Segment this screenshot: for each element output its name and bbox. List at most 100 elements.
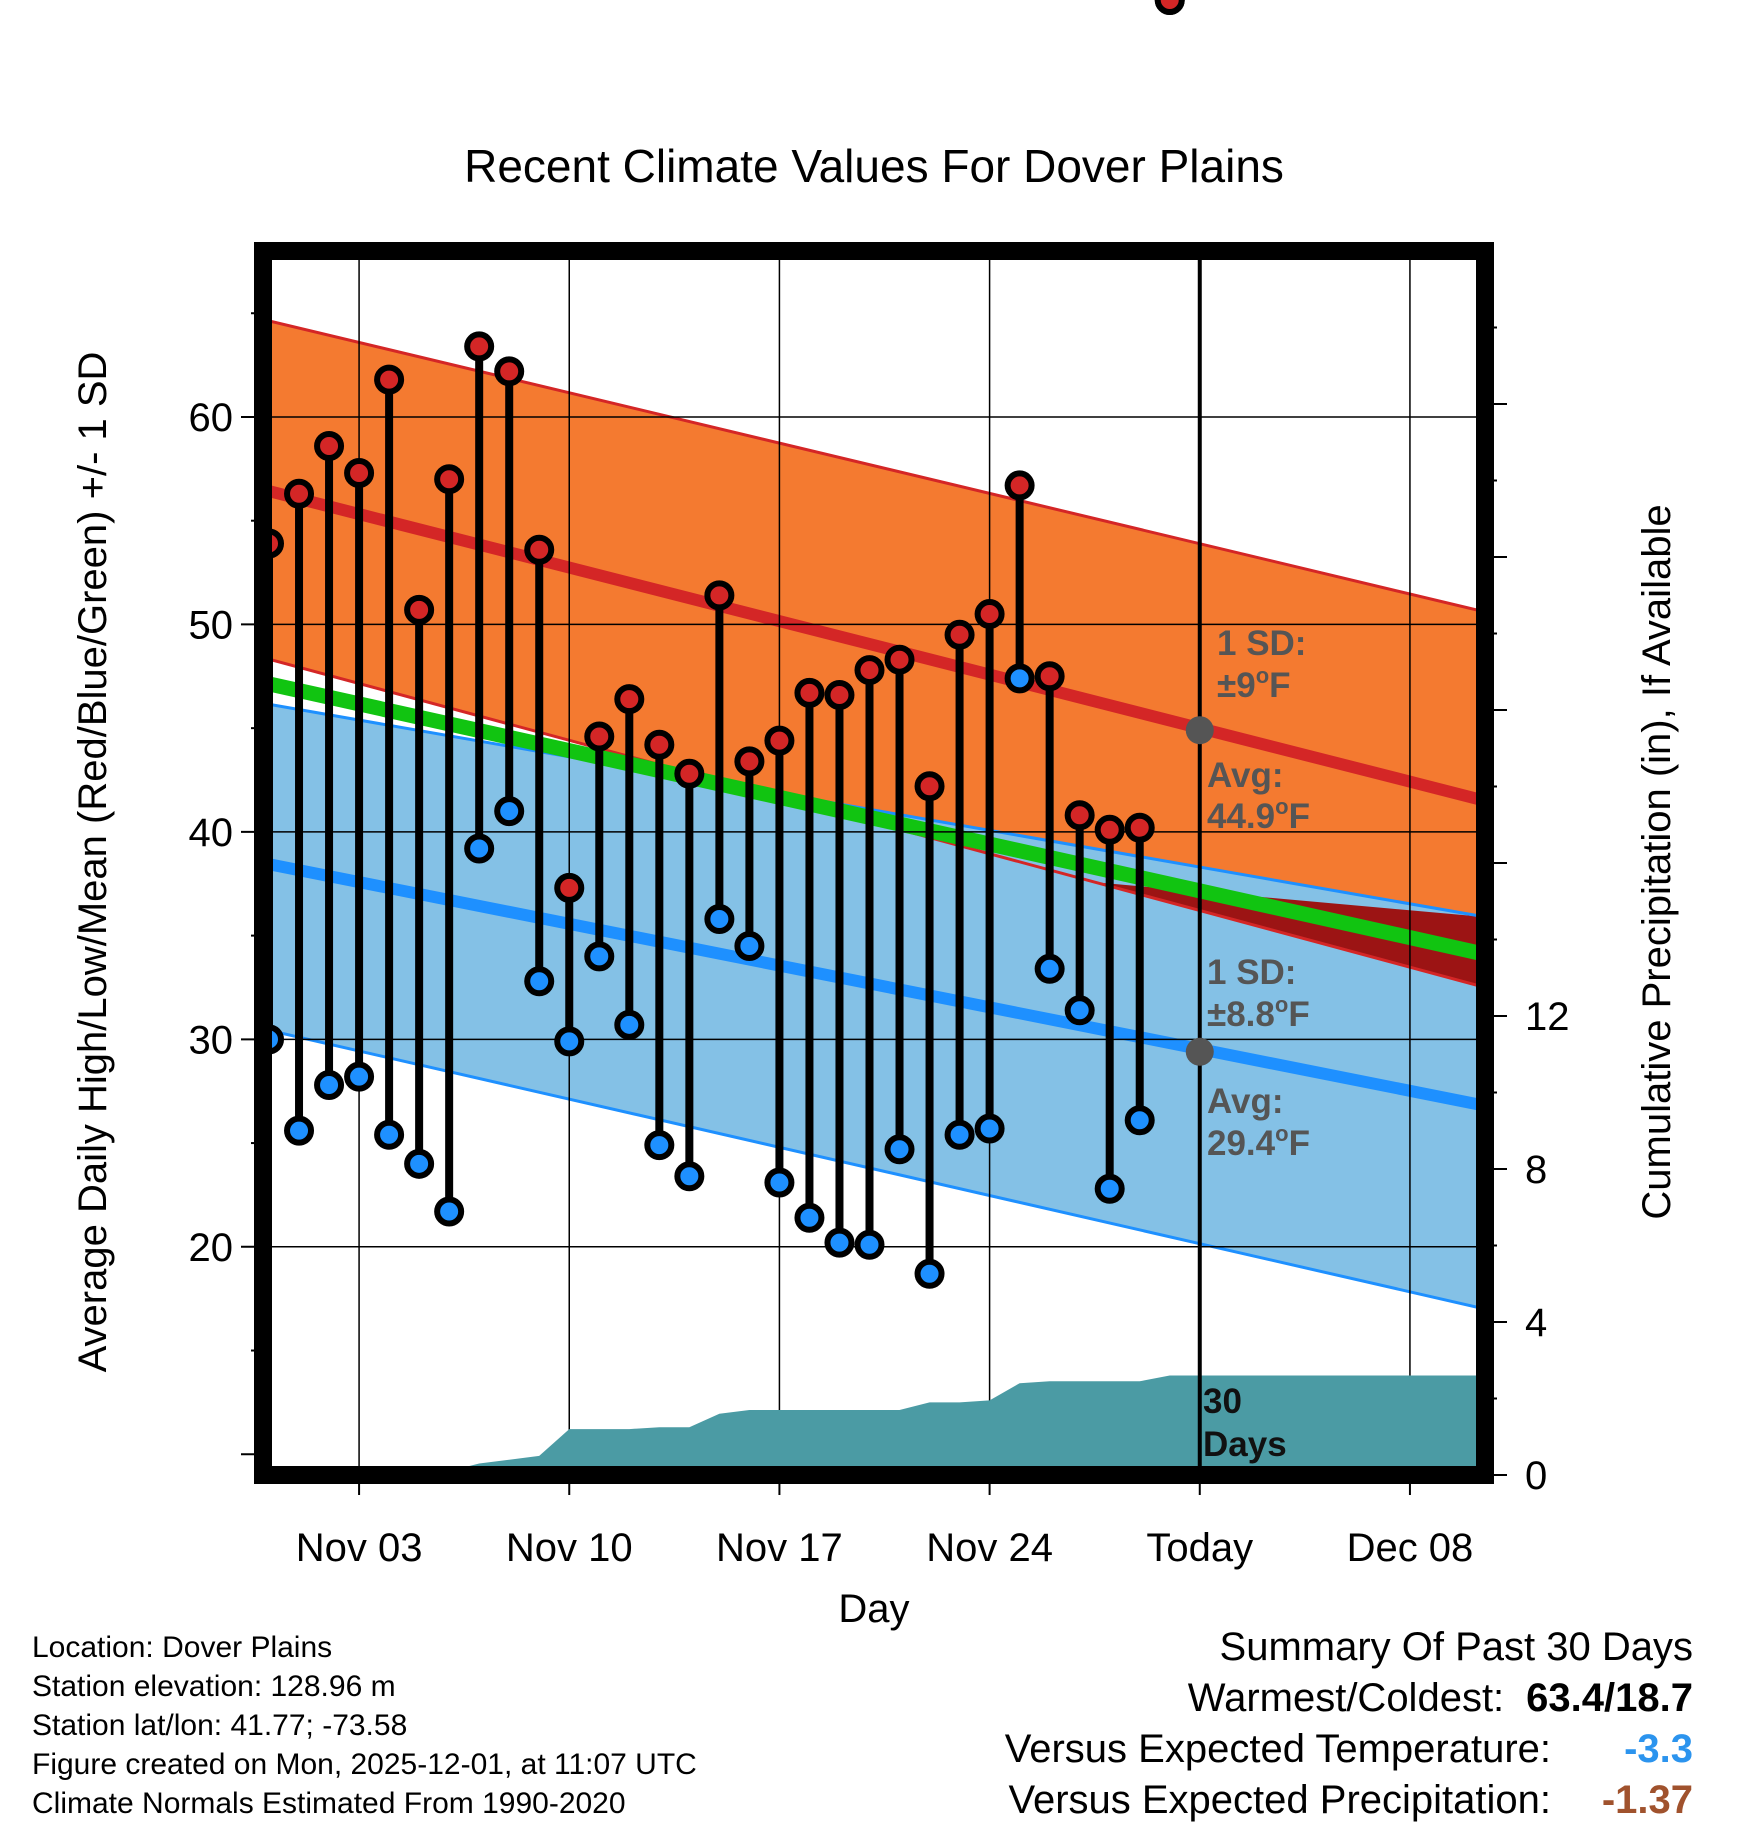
- low-point: [1034, 953, 1065, 984]
- low-point: [434, 1196, 465, 1227]
- y2-tick-label: 0: [1525, 1454, 1547, 1498]
- temp-value: -3.3: [1624, 1727, 1693, 1771]
- low-point: [614, 1009, 645, 1040]
- info-elevation: Station elevation: 128.96 m: [32, 1670, 396, 1703]
- low-lower-line: [263, 1027, 1485, 1311]
- low-point: [344, 1061, 375, 1092]
- high-point: [644, 729, 675, 760]
- high-sd-label: 1 SD:: [1217, 624, 1306, 663]
- y-tick-label: 30: [189, 1018, 234, 1062]
- window-label-num: 30: [1203, 1382, 1242, 1421]
- precip-label: Versus Expected Precipitation:: [1008, 1778, 1551, 1822]
- warm-cold-label: Warmest/Coldest:: [1187, 1676, 1505, 1720]
- low-sd-band: [263, 703, 1485, 1310]
- low-point: [374, 1119, 405, 1150]
- x-tick-label: Nov 24: [926, 1526, 1053, 1570]
- low-sd-value: ±8.8oF: [1207, 992, 1310, 1034]
- high-point: [464, 331, 495, 362]
- high-point: [704, 580, 735, 611]
- low-sd-label: 1 SD:: [1207, 953, 1296, 992]
- chart-title: Recent Climate Values For Dover Plains: [464, 140, 1284, 192]
- low-point: [764, 1167, 795, 1198]
- high-point: [584, 721, 615, 752]
- y-tick-label: 40: [189, 811, 234, 855]
- summary-precip: Versus Expected Precipitation: -1.37: [1005, 1775, 1693, 1826]
- high-point: [314, 431, 345, 462]
- precip-area: [269, 1375, 1485, 1475]
- high-point: [884, 644, 915, 675]
- info-latlon: Station lat/lon: 41.77; -73.58: [32, 1709, 408, 1742]
- high-point: [674, 758, 705, 789]
- high-point: [614, 684, 645, 715]
- low-point: [314, 1069, 345, 1100]
- low-point: [464, 833, 495, 864]
- info-created: Figure created on Mon, 2025-12-01, at 11…: [32, 1748, 697, 1781]
- high-point: [944, 619, 975, 650]
- today-low-avg-marker: [1185, 1037, 1214, 1066]
- high-point: [854, 655, 885, 686]
- x-tick-label: Dec 08: [1347, 1526, 1474, 1570]
- high-point: [794, 677, 825, 708]
- low-upper-line: [263, 701, 1485, 919]
- high-sd-band: [263, 319, 1485, 988]
- high-point: [284, 478, 315, 509]
- summary-temp: Versus Expected Temperature: -3.3: [1005, 1724, 1693, 1775]
- low-point: [494, 796, 525, 827]
- y2-tick-label: 4: [1525, 1301, 1547, 1345]
- high-point: [824, 679, 855, 710]
- y-tick-label: 20: [189, 1226, 234, 1270]
- low-point: [824, 1227, 855, 1258]
- y-tick-label: 50: [189, 603, 234, 647]
- y-tick-label: 60: [189, 396, 234, 440]
- today-high-avg-marker: [1185, 716, 1214, 745]
- high-point: [1004, 470, 1035, 501]
- high-normal-line: [263, 483, 1485, 807]
- high-avg-value: 44.9oF: [1207, 794, 1310, 836]
- high-avg-label: Avg:: [1207, 756, 1283, 795]
- x-axis-label: Day: [838, 1587, 909, 1631]
- high-point: [1124, 812, 1155, 843]
- window-label-text: Days: [1203, 1425, 1287, 1464]
- low-point: [554, 1026, 585, 1057]
- high-point: [734, 746, 765, 777]
- low-avg-value: 29.4oF: [1207, 1121, 1310, 1163]
- high-point: [344, 457, 375, 488]
- plot-area: [263, 251, 1485, 1475]
- high-point: [374, 364, 405, 395]
- low-point: [404, 1148, 435, 1179]
- x-tick-label: Today: [1146, 1526, 1253, 1570]
- mean-normal-line: [263, 675, 1485, 962]
- low-point: [644, 1130, 675, 1161]
- temp-label: Versus Expected Temperature:: [1004, 1727, 1551, 1771]
- high-point: [524, 534, 555, 565]
- high-point: [974, 599, 1005, 630]
- high-upper-line: [263, 318, 1485, 614]
- low-point: [734, 930, 765, 961]
- low-point: [1124, 1105, 1155, 1136]
- high-point: [404, 594, 435, 625]
- high-point: [1064, 800, 1095, 831]
- low-point: [944, 1119, 975, 1150]
- low-point: [884, 1134, 915, 1165]
- high-sd-value: ±9oF: [1217, 663, 1291, 705]
- low-point: [524, 966, 555, 997]
- high-point: [1154, 0, 1185, 15]
- x-tick-label: Nov 10: [506, 1526, 633, 1570]
- station-info: Location: Dover Plains Station elevation…: [32, 1628, 697, 1823]
- high-point: [764, 725, 795, 756]
- x-tick-label: Nov 17: [716, 1526, 843, 1570]
- precip-value: -1.37: [1601, 1778, 1693, 1822]
- low-point: [674, 1161, 705, 1192]
- summary-title: Summary Of Past 30 Days: [1219, 1625, 1693, 1669]
- low-point: [1064, 995, 1095, 1026]
- y2-axis-label: Cumulative Precipitation (in), If Availa…: [1635, 504, 1679, 1219]
- low-point: [1094, 1173, 1125, 1204]
- y2-tick-label: 12: [1525, 995, 1570, 1039]
- y2-tick-label: 8: [1525, 1148, 1547, 1192]
- low-point: [974, 1113, 1005, 1144]
- summary-panel: Summary Of Past 30 Days Warmest/Coldest:…: [1005, 1622, 1693, 1826]
- low-point: [794, 1202, 825, 1233]
- summary-warm-cold: Warmest/Coldest: 63.4/18.7: [1005, 1673, 1693, 1724]
- low-normal-line: [263, 857, 1485, 1112]
